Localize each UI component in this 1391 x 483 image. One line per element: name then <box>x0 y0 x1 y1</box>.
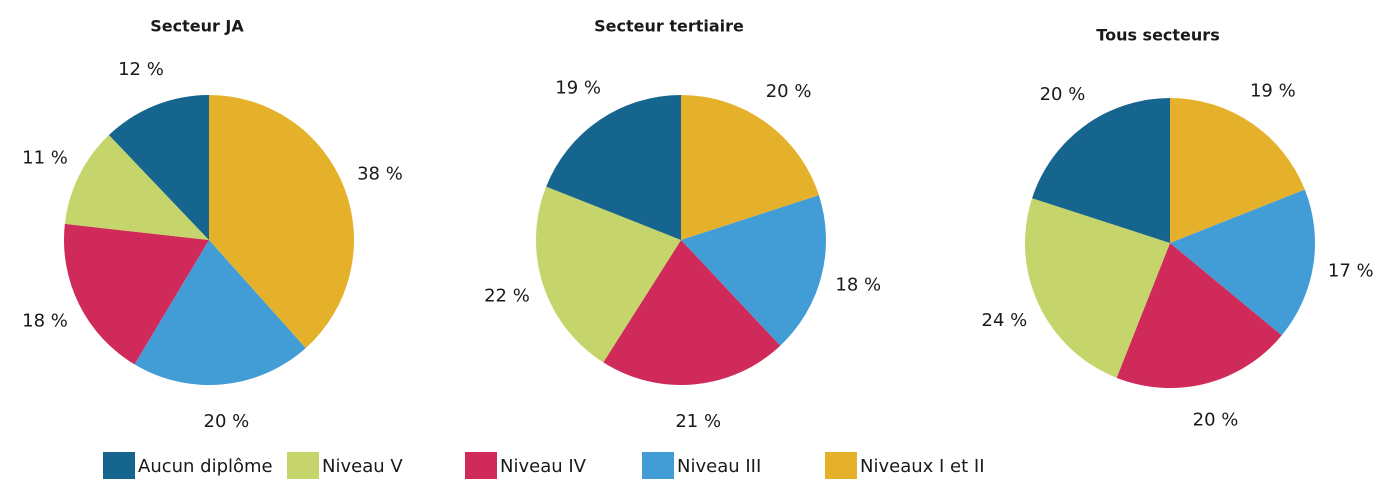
legend-swatch <box>465 452 497 480</box>
data-label: 11 % <box>22 148 68 169</box>
legend-label: Niveau III <box>677 456 761 477</box>
pie-slice <box>64 135 209 240</box>
pie-slice <box>1170 98 1305 243</box>
data-label: 20 % <box>1040 84 1086 105</box>
chart-title: Tous secteurs <box>1096 26 1219 45</box>
data-label: 20 % <box>1193 409 1239 430</box>
data-label: 21 % <box>675 411 721 432</box>
data-label: 19 % <box>1250 81 1296 102</box>
pie-slice <box>1025 198 1170 378</box>
chart-title: Secteur tertiaire <box>594 17 744 36</box>
data-label: 17 % <box>1328 261 1374 282</box>
pie-slice <box>134 240 306 385</box>
pie-slice <box>1032 98 1170 243</box>
legend-label: Niveau V <box>322 456 403 477</box>
data-label: 20 % <box>204 411 250 432</box>
pie-slice <box>64 223 209 365</box>
pie-slice <box>209 95 354 349</box>
pie-slice <box>681 195 826 346</box>
data-label: 38 % <box>357 164 403 185</box>
data-label: 20 % <box>766 81 812 102</box>
chart-title: Secteur JA <box>150 17 244 36</box>
legend-swatch <box>642 452 674 480</box>
pie-slice <box>546 94 681 240</box>
legend-label: Aucun diplôme <box>138 456 273 477</box>
data-label: 19 % <box>555 78 601 99</box>
legend-swatch <box>287 452 319 480</box>
legend-swatch <box>103 452 135 480</box>
pie-slice <box>108 95 209 240</box>
pie-slice <box>603 240 781 385</box>
data-label: 24 % <box>982 310 1028 331</box>
legend-swatch <box>825 452 857 480</box>
data-label: 22 % <box>484 286 530 307</box>
data-label: 12 % <box>118 59 164 80</box>
pie-slice <box>681 95 819 240</box>
legend-label: Niveau IV <box>500 456 587 477</box>
legend-label: Niveaux I et II <box>860 456 985 477</box>
data-label: 18 % <box>835 275 881 296</box>
pie-slice <box>1170 189 1316 336</box>
pie-slice <box>1116 243 1282 388</box>
pie-slice <box>536 186 681 363</box>
data-label: 18 % <box>22 310 68 331</box>
